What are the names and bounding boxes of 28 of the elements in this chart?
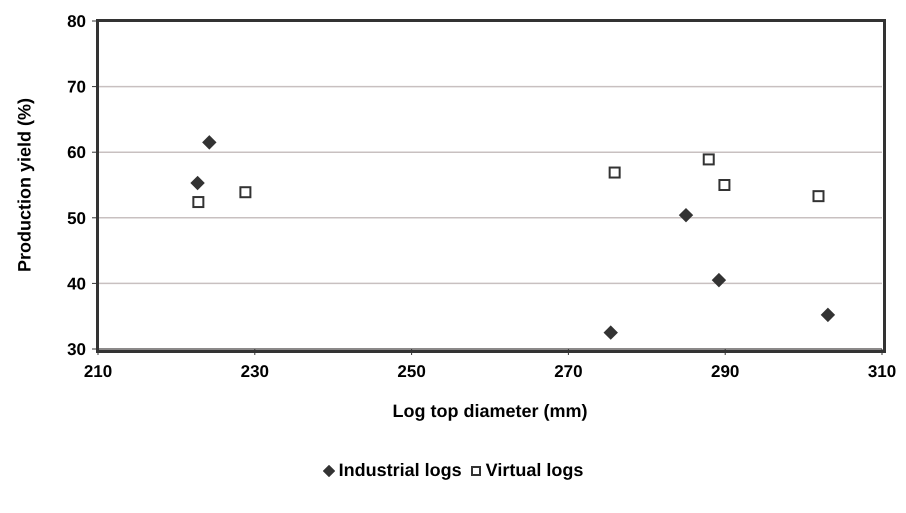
point <box>202 135 216 150</box>
x-tick-label: 270 <box>554 362 583 382</box>
point <box>820 308 835 322</box>
y-tick-label: 60 <box>67 143 86 162</box>
point <box>604 326 618 340</box>
point <box>190 176 205 190</box>
y-tick-label: 40 <box>67 274 86 294</box>
point <box>812 190 824 202</box>
y-axis-title: Production yield (%) <box>14 98 34 272</box>
point <box>608 166 621 179</box>
point <box>679 208 693 222</box>
point <box>712 273 726 288</box>
point <box>702 153 715 166</box>
x-tick-label: 310 <box>868 362 896 382</box>
legend-label: Virtual logs <box>486 460 584 481</box>
x-axis-title: Log top diameter (mm) <box>392 401 588 421</box>
y-tick-label: 80 <box>67 12 86 32</box>
y-tick-label: 50 <box>67 208 86 228</box>
x-tick-label: 250 <box>397 362 426 382</box>
y-tick-label: 70 <box>67 78 86 97</box>
point <box>192 196 204 208</box>
x-tick-label: 230 <box>240 362 269 382</box>
legend-label: Industrial logs <box>338 460 462 481</box>
point <box>718 179 730 191</box>
x-tick-label: 210 <box>84 362 112 382</box>
x-tick-label: 290 <box>711 362 740 382</box>
y-tick-label: 30 <box>67 340 86 360</box>
point <box>239 186 252 198</box>
